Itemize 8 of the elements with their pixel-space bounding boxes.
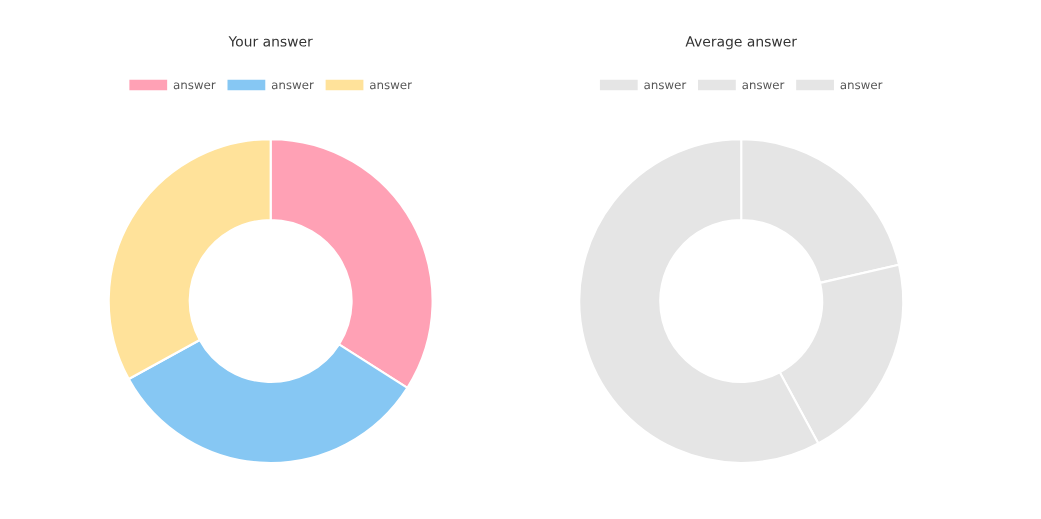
legend-label: answer bbox=[742, 82, 785, 90]
chart-title: Average answer bbox=[685, 36, 797, 50]
legend-label: answer bbox=[840, 82, 883, 90]
legend-label: answer bbox=[271, 82, 314, 90]
legend-label: answer bbox=[644, 82, 687, 90]
legend-label: answer bbox=[173, 82, 216, 90]
chart-title: Your answer bbox=[228, 36, 313, 47]
legend-label: answer bbox=[370, 82, 412, 90]
